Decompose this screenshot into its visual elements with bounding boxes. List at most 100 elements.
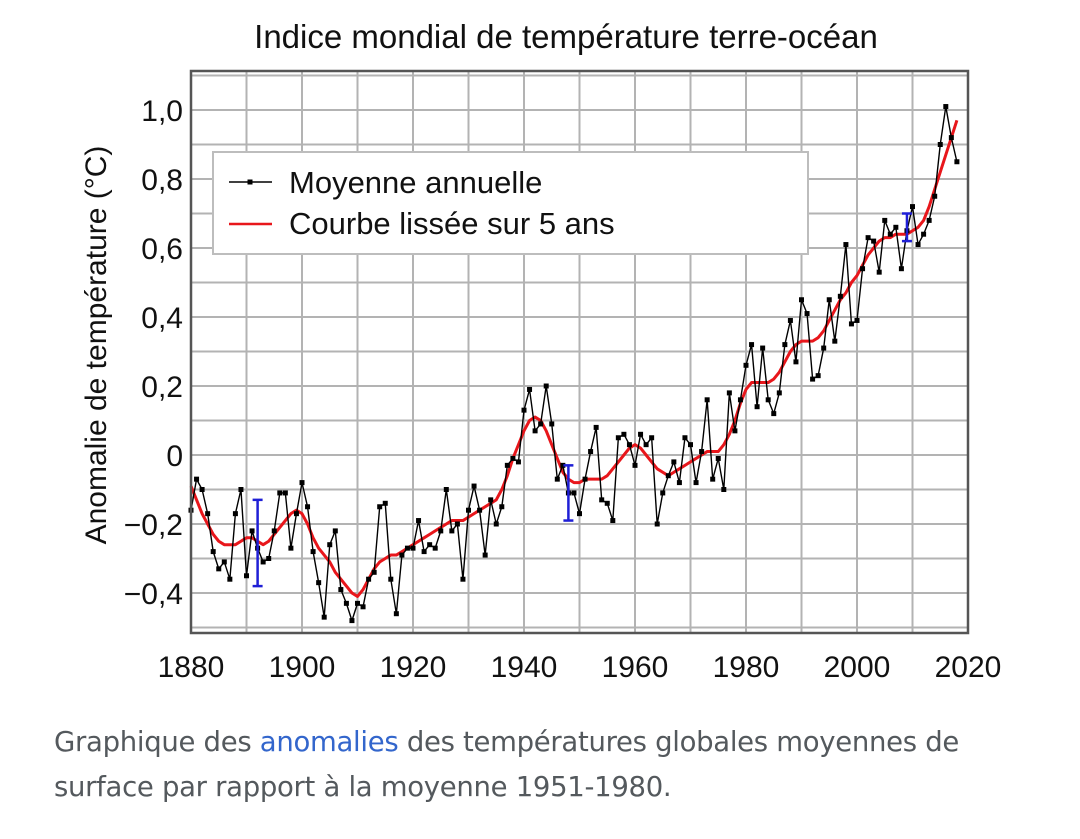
annual-point [632, 462, 638, 468]
annual-point [404, 545, 410, 551]
x-tick-label: 1880 [158, 651, 225, 684]
annual-point [471, 483, 477, 489]
annual-point [749, 342, 755, 348]
annual-point [488, 497, 494, 503]
x-tick-label: 1900 [269, 651, 336, 684]
annual-point [887, 231, 893, 237]
annual-point [577, 511, 582, 517]
annual-point [604, 500, 610, 506]
annual-point [610, 518, 616, 524]
annual-point [898, 266, 904, 272]
annual-point [454, 521, 460, 527]
annual-point [543, 383, 549, 389]
smoothed-line [189, 119, 959, 598]
annual-point [699, 449, 705, 455]
annual-point [399, 552, 405, 558]
annual-point [449, 528, 455, 534]
annual-point [571, 490, 577, 496]
annual-point [948, 135, 954, 141]
annual-point [643, 442, 649, 448]
annual-point [371, 569, 377, 575]
annual-point [804, 311, 810, 317]
annual-point [676, 480, 682, 486]
annual-point [438, 528, 444, 534]
x-tick-label: 1920 [380, 651, 447, 684]
annual-point [582, 476, 588, 482]
caption-link-anomalies[interactable]: anomalies [259, 726, 399, 758]
annual-point [244, 573, 249, 579]
annual-point [482, 552, 488, 558]
x-axis-ticks: 1880 1900 1920 1940 1960 1980 2000 2020 [158, 651, 1002, 684]
y-axis-ticks: 1,0 0,8 0,6 0,4 0,2 0 −0,2 −0,4 [124, 95, 183, 611]
annual-point [377, 504, 383, 510]
annual-point [460, 576, 466, 582]
annual-point [194, 476, 200, 482]
x-tick-label: 2020 [935, 651, 1002, 684]
annual-point [538, 421, 544, 427]
annual-point [504, 462, 510, 468]
series-smoothed [189, 119, 959, 598]
annual-point [848, 321, 854, 327]
annual-point [776, 390, 782, 396]
annual-point [332, 528, 338, 534]
annual-point [726, 390, 732, 396]
annual-point [510, 455, 516, 461]
caption-text-after: des températures globales moyennes de su… [54, 726, 959, 803]
annual-point [493, 521, 499, 527]
y-tick-label: 1,0 [141, 95, 183, 128]
annual-point [715, 455, 721, 461]
annual-point [660, 490, 666, 496]
annual-point [765, 397, 771, 403]
annual-point [443, 487, 449, 492]
annual-point [638, 431, 644, 437]
legend-smoothed-label: Courbe lissée sur 5 ans [289, 206, 615, 241]
y-tick-label: 0,8 [141, 164, 183, 197]
annual-point [416, 518, 422, 524]
annual-point [260, 559, 266, 565]
annual-point [343, 600, 349, 606]
annual-point [410, 545, 416, 551]
annual-point [621, 431, 627, 437]
legend-annual-marker [247, 179, 253, 185]
annual-point [943, 104, 949, 110]
annual-point [760, 345, 766, 351]
legend: Moyenne annuelle Courbe lissée sur 5 ans [212, 151, 809, 255]
annual-point [293, 511, 299, 517]
caption-text-before: Graphique des [54, 726, 260, 758]
chart-title: Indice mondial de température terre-océa… [254, 18, 878, 55]
annual-point [360, 604, 366, 610]
annual-point [693, 480, 699, 486]
error-bar [901, 212, 912, 243]
annual-point [238, 487, 244, 492]
annual-point [327, 542, 333, 548]
annual-point [615, 435, 621, 441]
y-tick-label: 0 [166, 440, 183, 473]
annual-point [843, 242, 849, 248]
y-tick-label: 0,2 [141, 371, 183, 404]
annual-point [793, 359, 799, 365]
y-tick-label: −0,2 [124, 509, 183, 542]
annual-point [210, 549, 216, 555]
legend-box [212, 151, 809, 255]
annual-point [305, 504, 311, 510]
annual-point [554, 476, 560, 482]
annual-point [227, 576, 233, 582]
annual-point [338, 587, 344, 593]
annual-point [388, 576, 394, 582]
legend-annual-label: Moyenne annuelle [289, 165, 542, 200]
annual-point [277, 490, 283, 496]
annual-point [882, 217, 888, 223]
annual-point [249, 528, 255, 534]
y-axis-label: Anomalie de température (°C) [80, 146, 113, 545]
annual-point [799, 297, 804, 303]
annual-point [782, 342, 788, 348]
annual-point [865, 235, 871, 241]
annual-point [282, 490, 288, 496]
annual-point [271, 528, 277, 534]
annual-point [810, 376, 816, 382]
annual-point [682, 435, 688, 441]
x-tick-label: 2000 [824, 651, 891, 684]
annual-point [815, 373, 821, 379]
annual-point [593, 424, 599, 430]
annual-point [688, 442, 693, 448]
